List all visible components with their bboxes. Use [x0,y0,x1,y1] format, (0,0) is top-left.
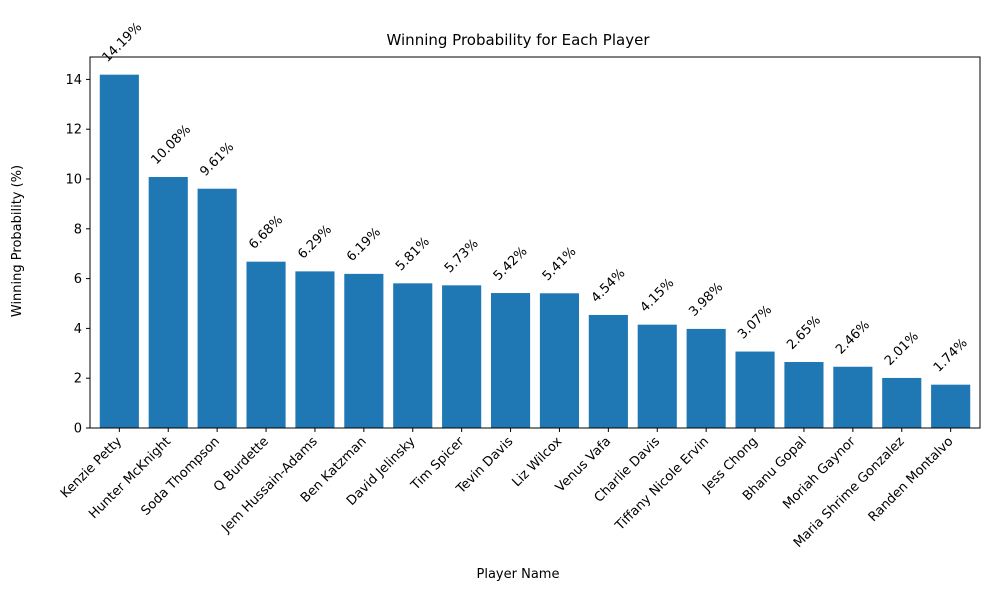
bar-value-label: 3.07% [735,303,775,343]
y-tick-label: 12 [65,123,82,138]
x-axis-label: Player Name [477,567,560,582]
bar-value-label: 10.08% [148,122,194,168]
bar-value-label: 1.74% [931,336,971,376]
y-tick-label: 8 [74,222,82,237]
x-tick-label: Jem Hussain-Adams [218,434,321,537]
bar-value-label: 5.81% [393,234,433,274]
x-tick-label: Hunter McKnight [86,434,174,522]
bar [637,324,677,428]
y-tick-label: 6 [74,272,82,287]
bar-value-label: 5.41% [540,244,580,284]
bar-value-label: 5.42% [491,244,531,284]
bar-value-label: 2.46% [833,318,873,358]
y-tick-label: 4 [74,322,82,337]
bar-value-label: 6.68% [246,213,286,253]
bar [344,273,384,428]
bar [295,271,335,428]
y-axis-label: Winning Probability (%) [10,165,25,317]
bar [197,188,237,428]
y-tick-label: 10 [65,173,82,188]
bar [99,74,139,428]
y-tick-label: 0 [74,422,82,437]
bar-value-label: 4.15% [637,276,677,316]
bar-value-label: 6.19% [344,225,384,265]
bar [588,314,628,428]
bar-value-label: 4.54% [589,266,629,306]
bar [490,293,531,428]
bar [882,377,922,428]
bar-value-label: 9.61% [197,140,237,180]
bar-value-label: 3.98% [686,280,726,320]
bar-value-label: 2.01% [882,329,922,369]
bar-value-label: 5.73% [442,236,482,276]
bar [246,261,286,428]
bar [686,328,726,428]
bar [148,177,188,428]
y-tick-label: 2 [74,372,82,387]
bar [931,384,971,428]
x-tick-label: Tiffany Nicole Ervin [612,434,712,534]
y-tick-label: 14 [65,73,82,88]
bar [442,285,482,428]
bar [833,366,873,428]
bar-value-label: 2.65% [784,313,824,353]
bar [393,283,433,428]
plot-frame [89,56,981,429]
x-tick-label: Randen Montalvo [866,434,957,525]
bar [735,351,775,428]
bar [784,362,824,428]
bar-value-label: 6.29% [295,222,335,262]
bar [539,293,580,428]
chart-title: Winning Probability for Each Player [387,31,651,49]
bar-value-label: 14.19% [100,20,146,66]
plot-area: 14.19% 10.08% 9.61%6.68% 6.29% 6.19% 5.81% 5.7… [58,20,981,551]
